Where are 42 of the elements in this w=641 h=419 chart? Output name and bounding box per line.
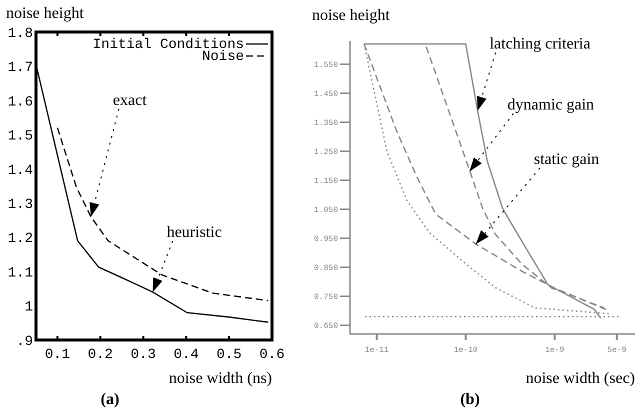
x-tick-label: 0.1 — [44, 347, 70, 363]
y-tick-label: 1.4 — [8, 162, 33, 179]
y-tick-label: 1.3 — [8, 197, 33, 214]
text: (b) — [460, 391, 480, 408]
y-tick-label: .9 — [16, 334, 33, 350]
y-tick-label: 0.950 — [314, 235, 338, 244]
legend-label: Noise — [202, 49, 244, 65]
y-tick-label: 1.250 — [314, 148, 338, 158]
x-tick-label: 0.6 — [259, 347, 285, 363]
y-tick-label: 1.2 — [8, 231, 33, 248]
x-tick-label: 1e-10 — [454, 346, 478, 355]
x-tick-label: 1e-11 — [364, 346, 389, 355]
annotation: latching criteria — [490, 36, 590, 53]
y-tick-label: 1.8 — [8, 26, 33, 42]
annotation: heuristic — [166, 224, 222, 242]
annotation: exact — [112, 92, 148, 109]
y-axis-title: noise height — [312, 7, 390, 24]
y-tick-label: 1 — [24, 300, 33, 316]
x-axis-title: noise width (ns) — [168, 370, 272, 387]
y-tick-label: 0.850 — [314, 264, 338, 274]
y-tick-label: 1.5 — [8, 128, 33, 145]
y-tick-label: 1.1 — [8, 265, 33, 282]
y-tick-label: 1.550 — [314, 61, 338, 70]
y-tick-label: 1.350 — [314, 119, 338, 128]
x-tick-label: 5e-9 — [607, 346, 627, 355]
y-tick-label: 0.750 — [314, 293, 338, 302]
x-tick-label: 0.2 — [88, 347, 113, 363]
y-tick-label: 1.150 — [314, 177, 338, 186]
y-tick-label: 0.650 — [314, 322, 338, 332]
y-tick-label: 1.050 — [314, 206, 338, 216]
x-tick-label: 0.5 — [216, 347, 242, 363]
y-tick-label: 1.6 — [8, 94, 33, 110]
y-axis-title: noise height — [6, 5, 84, 22]
x-tick-label: 1e-9 — [545, 346, 564, 355]
text: (a) — [100, 391, 120, 408]
x-tick-label: 0.3 — [130, 347, 156, 363]
x-axis-title: noise width (sec) — [526, 370, 635, 387]
y-tick-label: 1.450 — [314, 90, 338, 100]
annotation: static gain — [534, 151, 600, 168]
x-tick-label: 0.4 — [174, 347, 199, 363]
annotation: dynamic gain — [507, 96, 594, 114]
y-tick-label: 1.7 — [8, 60, 33, 76]
